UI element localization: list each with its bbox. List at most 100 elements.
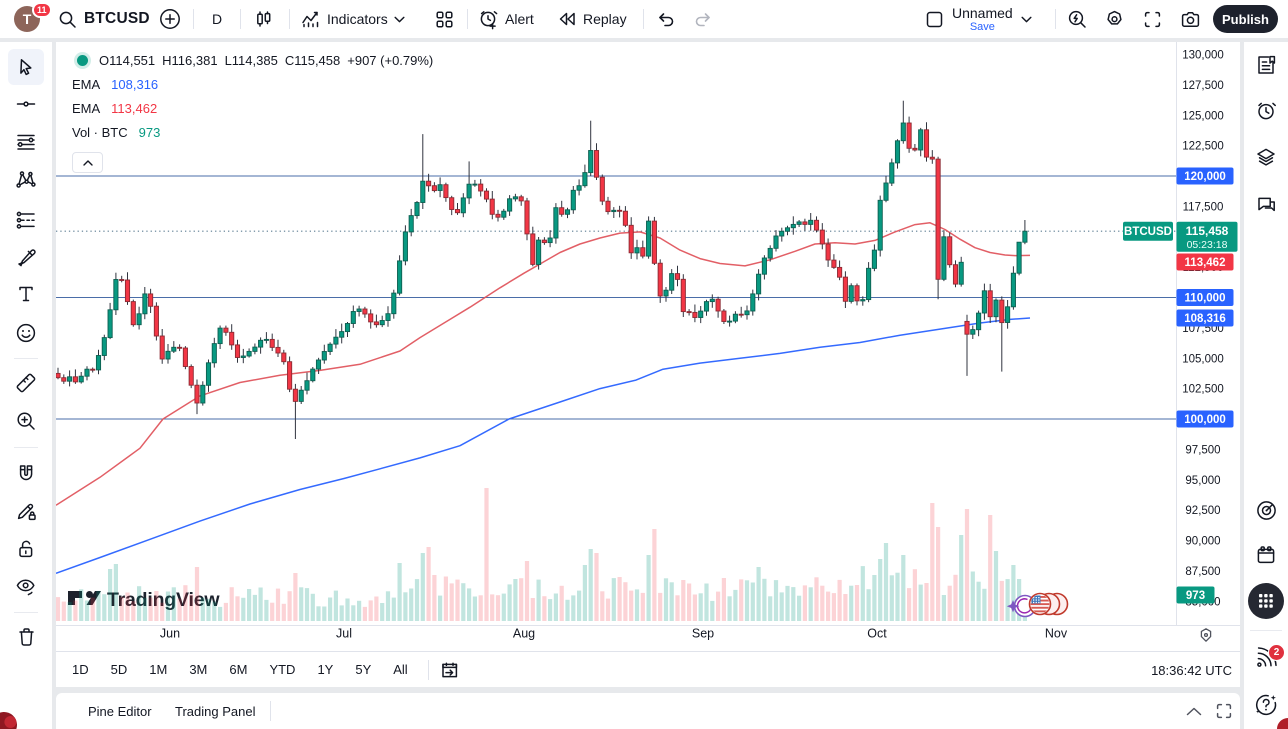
- tool-drawing-lock[interactable]: [8, 493, 44, 529]
- user-notifications-badge: 11: [32, 2, 52, 18]
- undo-icon[interactable]: [656, 9, 676, 29]
- symbol-search-button[interactable]: BTCUSD: [58, 0, 150, 38]
- ema1-label: EMA: [72, 76, 101, 92]
- price-level-badge: 100,000: [1176, 410, 1234, 428]
- sidebar-calendar[interactable]: [1248, 537, 1284, 573]
- tool-trend-line[interactable]: [8, 86, 44, 122]
- horizontal-line-drawings[interactable]: [56, 175, 1176, 420]
- tool-cursor[interactable]: [8, 49, 44, 85]
- sidebar-alerts[interactable]: [1248, 93, 1284, 129]
- tool-brush[interactable]: [8, 239, 44, 275]
- quick-search-icon[interactable]: [1067, 9, 1088, 30]
- date-range-toolbar: 1D 5D 1M 3M 6M YTD 1Y 5Y All 18:36:42 UT…: [56, 651, 1240, 687]
- range-5y[interactable]: 5Y: [355, 661, 372, 677]
- save-layout-link[interactable]: Save: [969, 20, 995, 33]
- candlesticks: [56, 100, 1028, 439]
- clock-utc[interactable]: 18:36:42 UTC: [1151, 652, 1232, 688]
- legend-ema1-row[interactable]: EMA 108,316: [64, 72, 440, 96]
- svg-text:TradingView: TradingView: [107, 589, 220, 611]
- price-axis[interactable]: 130,000 127,500 125,000 122,500 120,000 117,5…: [1123, 42, 1238, 625]
- svg-text:110,000: 110,000: [1185, 293, 1226, 305]
- tool-remove-drawings[interactable]: [8, 619, 44, 655]
- interval-label: D: [211, 11, 223, 27]
- time-axis[interactable]: Jun Jul Aug Sep Oct Nov: [56, 625, 1240, 641]
- legend-close: C115,458: [284, 52, 341, 68]
- apps-grid-button[interactable]: [1248, 583, 1284, 619]
- tab-trading-panel[interactable]: Trading Panel: [159, 693, 271, 729]
- interval-button[interactable]: D: [205, 0, 229, 38]
- screenshot-camera-icon[interactable]: [1180, 10, 1201, 29]
- svg-text:92,500: 92,500: [1185, 505, 1220, 517]
- tool-magnet[interactable]: [8, 455, 44, 491]
- notifications-count: 2: [1273, 647, 1280, 658]
- pine-editor-label: Pine Editor: [88, 703, 152, 719]
- compare-add-icon[interactable]: [159, 8, 181, 30]
- range-6m[interactable]: 6M: [229, 661, 248, 677]
- tool-text[interactable]: [8, 276, 44, 312]
- panel-maximize-icon[interactable]: [1216, 703, 1232, 719]
- replay-button[interactable]: Replay: [557, 0, 627, 38]
- fullscreen-icon[interactable]: [1143, 10, 1162, 29]
- range-ytd[interactable]: YTD: [269, 661, 296, 677]
- settings-gear-icon[interactable]: [1104, 9, 1125, 30]
- us-flag-event-icon: [1030, 595, 1050, 613]
- range-1d[interactable]: 1D: [72, 661, 89, 677]
- goto-date-icon[interactable]: [439, 660, 460, 680]
- ema-fast-line[interactable]: [56, 222, 1031, 506]
- svg-text:117,500: 117,500: [1183, 201, 1224, 213]
- alert-button[interactable]: Alert: [478, 0, 534, 38]
- range-3m[interactable]: 3M: [189, 661, 208, 677]
- legend-volume-row[interactable]: Vol · BTC 973: [64, 120, 440, 144]
- notifications-count-badge: 2: [1268, 644, 1285, 661]
- tab-pine-editor[interactable]: Pine Editor: [72, 693, 168, 729]
- timezone-settings-icon[interactable]: [1200, 628, 1212, 642]
- chart-canvas[interactable]: TradingView Jun Jul Aug Sep Oct Nov 130,000 127,…: [56, 42, 1240, 650]
- right-sidebar: [1244, 42, 1288, 729]
- panel-chevron-up-icon[interactable]: [1186, 707, 1202, 716]
- range-1y[interactable]: 1Y: [317, 661, 334, 677]
- layout-grid-icon[interactable]: [435, 10, 454, 29]
- publish-label: Publish: [1222, 11, 1269, 27]
- symbol-name: BTCUSD: [84, 10, 150, 27]
- tool-zoom-in[interactable]: [8, 403, 44, 439]
- toolbar-divider: [240, 9, 241, 29]
- svg-text:120,000: 120,000: [1184, 171, 1226, 183]
- svg-text:90,000: 90,000: [1185, 536, 1220, 548]
- sidebar-watchlist[interactable]: [1248, 47, 1284, 83]
- chevron-down-icon: [1021, 16, 1032, 23]
- svg-text:Jul: Jul: [336, 627, 352, 641]
- top-toolbar: T 11 BTCUSD D Indicators Alert Replay: [0, 0, 1288, 38]
- redo-icon[interactable]: [693, 9, 713, 29]
- sidebar-streams[interactable]: [1248, 492, 1284, 528]
- ema2-label: EMA: [72, 100, 101, 116]
- range-all[interactable]: All: [393, 661, 408, 677]
- price-chart-svg[interactable]: TradingView Jun Jul Aug Sep Oct Nov 130,000 127,…: [56, 42, 1240, 650]
- save-layout-icon: [925, 10, 944, 29]
- svg-text:100,000: 100,000: [1184, 414, 1226, 426]
- chart-type-icon[interactable]: [254, 9, 274, 29]
- tool-lock-all[interactable]: [8, 531, 44, 567]
- legend-collapse-button[interactable]: [72, 152, 103, 173]
- tool-long-position[interactable]: [8, 202, 44, 238]
- legend-ohlc-row[interactable]: O114,551 H116,381 L114,385 C115,458 +907…: [64, 48, 440, 72]
- tool-xabcd-pattern[interactable]: [8, 161, 44, 197]
- tool-hide-drawings[interactable]: [8, 569, 44, 605]
- sidebar-object-tree[interactable]: [1248, 139, 1284, 175]
- legend-ema2-row[interactable]: EMA 113,462: [64, 96, 440, 120]
- tool-measure-ruler[interactable]: [8, 365, 44, 401]
- toolbar-divider: [427, 659, 429, 680]
- bottom-panel: Pine Editor Trading Panel: [56, 693, 1240, 729]
- publish-button[interactable]: Publish: [1213, 5, 1278, 33]
- sidebar-chats[interactable]: [1248, 187, 1284, 223]
- sidebar-help[interactable]: [1248, 687, 1284, 723]
- range-5d[interactable]: 5D: [110, 661, 128, 677]
- ema-slow-line[interactable]: [56, 317, 1031, 575]
- svg-text:973: 973: [1186, 590, 1205, 602]
- indicators-button[interactable]: Indicators: [300, 0, 405, 38]
- range-1m[interactable]: 1M: [149, 661, 168, 677]
- tool-fib-retracement[interactable]: [8, 124, 44, 160]
- layout-menu[interactable]: Unnamed Save: [925, 0, 1032, 38]
- tool-emoji[interactable]: [8, 315, 44, 351]
- volume-label: Vol · BTC: [72, 124, 128, 140]
